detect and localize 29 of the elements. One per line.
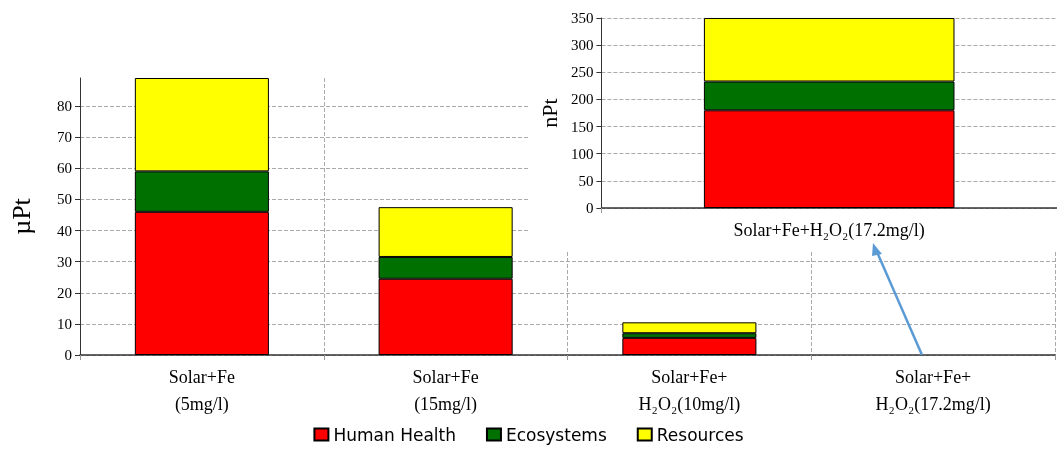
y-tick-label: 50 [578,172,594,189]
y-tick-label: 200 [570,91,594,108]
y-tick-label: 250 [570,64,594,81]
y-tick-label: 60 [57,160,72,177]
x-tick-label: Solar+Fe+ H₂O₂(10mg/l) [638,366,741,415]
y-tick-label: 40 [57,222,72,239]
legend-label: Ecosystems [505,424,607,445]
y-tick-label: 300 [570,37,594,54]
y-tick-label: 350 [570,10,594,26]
y-tick-label: 100 [570,145,594,162]
legend-label: Human Health [333,424,456,445]
y-tick-label: 70 [57,129,72,146]
legend-label: Resources [656,424,744,445]
x-tick-label: Solar+Fe+ H₂O₂(17.2mg/l) [875,366,991,415]
x-tick-label: Solar+Fe (15mg/l) [412,366,479,415]
y-axis-title: nPt [536,98,562,128]
y-tick-label: 50 [57,191,72,208]
y-tick-label: 80 [57,98,72,115]
y-tick-label: 20 [57,284,72,301]
y-tick-label: 30 [57,253,72,270]
y-tick-label: 150 [570,118,594,135]
x-tick-label: Solar+Fe+H₂O₂(17.2mg/l) [733,219,925,241]
y-tick-label: 0 [64,347,72,363]
x-tick-label: Solar+Fe (5mg/l) [168,366,235,415]
y-axis-title: µPt [6,197,36,235]
bar [622,322,757,334]
bar [622,337,757,355]
y-tick-label: 10 [57,315,72,332]
y-tick-label: 0 [585,200,594,216]
